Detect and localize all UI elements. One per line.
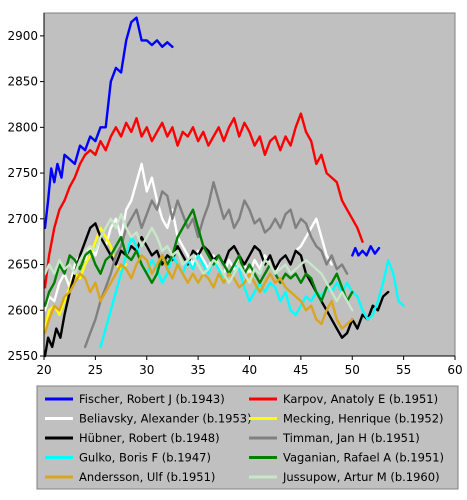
y-tick-label: 2550 <box>7 349 38 363</box>
x-tick-label: 35 <box>190 363 205 377</box>
series-line-9 <box>43 213 354 312</box>
x-tick-label: 30 <box>139 363 154 377</box>
x-tick-label: 25 <box>88 363 103 377</box>
legend-entry-label: Karpov, Anatoly E (b.1951) <box>283 392 438 406</box>
x-tick-label: 50 <box>345 363 360 377</box>
legend-entry-label: Hübner, Robert (b.1948) <box>79 431 220 445</box>
y-tick-label: 2700 <box>7 212 38 226</box>
axes: 2550 2600 2650 2700 2750 2800 2850 2900 20 25 30 35… <box>7 13 463 377</box>
series-line-0 <box>43 16 174 230</box>
series-layer <box>43 16 405 358</box>
x-tick-label: 60 <box>447 363 462 377</box>
y-tick-label: 2900 <box>7 29 38 43</box>
series-line-7 <box>43 208 354 307</box>
series-line-1 <box>43 112 364 289</box>
legend-entry-label: Fischer, Robert J (b.1943) <box>79 392 225 406</box>
legend-entry-label: Gulko, Boris F (b.1947) <box>79 451 211 465</box>
y-tick-label: 2650 <box>7 258 38 272</box>
legend-entry-label: Andersson, Ulf (b.1951) <box>79 470 215 484</box>
series-line-10 <box>351 245 381 257</box>
x-tick-label: 20 <box>36 363 51 377</box>
x-tick-label: 45 <box>293 363 308 377</box>
y-tick-label: 2800 <box>7 120 38 134</box>
legend-entry-label: Jussupow, Artur M (b.1960) <box>282 470 440 484</box>
y-tick-label: 2750 <box>7 166 38 180</box>
series-line-5 <box>83 181 349 349</box>
legend-box <box>36 385 459 490</box>
plot-area <box>43 12 456 357</box>
y-tick-label: 2600 <box>7 303 38 317</box>
legend: Fischer, Robert J (b.1943) Karpov, Anatol… <box>36 385 459 490</box>
x-tick-label: 40 <box>242 363 257 377</box>
x-tick-label: 55 <box>396 363 411 377</box>
legend-entry-label: Mecking, Henrique (b.1952) <box>283 412 444 426</box>
legend-entry-label: Beliavsky, Alexander (b.1953) <box>79 412 252 426</box>
series-line-8 <box>43 254 354 335</box>
legend-entry-label: Vaganian, Rafael A (b.1951) <box>283 451 444 465</box>
legend-entry-label: Timman, Jan H (b.1951) <box>282 431 420 445</box>
y-tick-label: 2850 <box>7 75 38 89</box>
